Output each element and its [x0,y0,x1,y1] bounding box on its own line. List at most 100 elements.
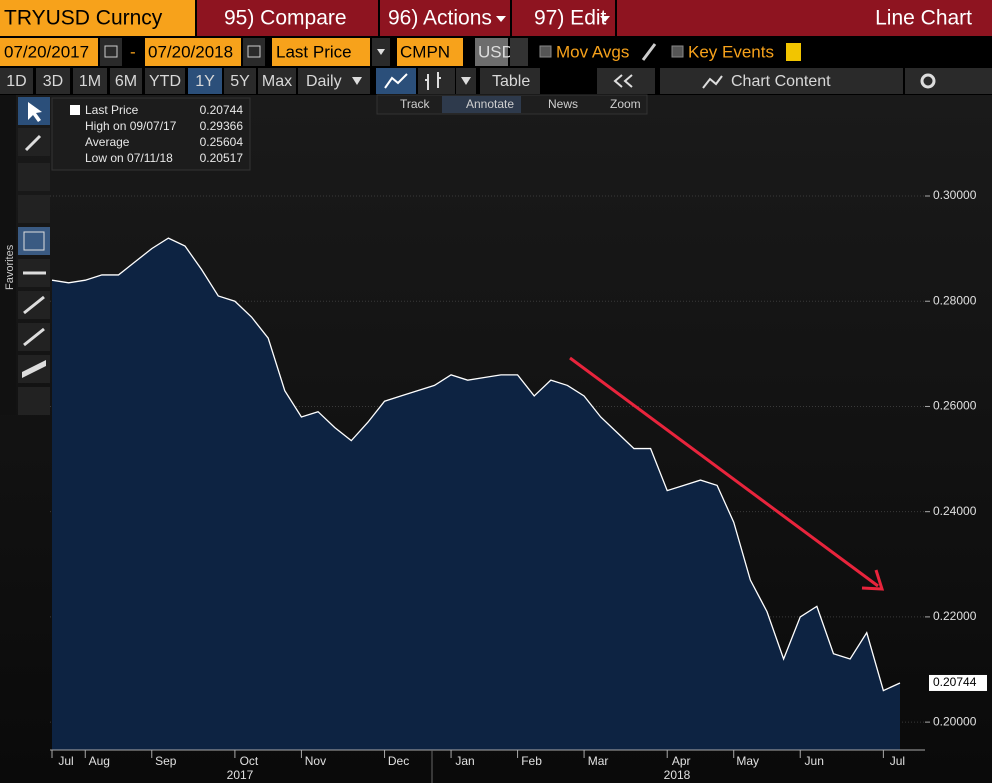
y-tick-label: 0.22000 [933,609,977,623]
x-year-label: 2018 [664,768,691,782]
period-button[interactable] [258,68,296,94]
period-button[interactable] [188,68,222,94]
x-tick-label: Jul [890,754,905,768]
date-separator: - [130,42,136,61]
price-line [51,237,901,692]
edit-button[interactable] [512,0,615,36]
actions-button[interactable] [380,0,510,36]
y-tick-label: 0.20000 [933,714,977,728]
currency-dropdown[interactable] [510,38,528,66]
annotation-tool[interactable]: Annotate [466,97,514,111]
annotate-active[interactable] [442,96,521,113]
start-date-box[interactable] [0,38,98,66]
dropdown-icon [461,77,471,85]
chart-content-button[interactable] [660,68,903,94]
bar-icon [425,72,441,90]
ticker[interactable]: TRYUSD Curncy [4,7,163,30]
period-button[interactable] [73,68,107,94]
percent-tool[interactable] [18,163,50,191]
mov-avgs[interactable]: Mov Avgs [556,42,629,61]
period-button[interactable] [0,68,33,94]
pencil-icon[interactable] [641,43,657,61]
end-date-box[interactable] [145,38,241,66]
y-tick-label: 0.30000 [933,188,977,202]
x-tick-label: Apr [672,754,691,768]
compare-button[interactable] [197,0,378,36]
legend-label: Average [85,135,130,149]
settings-button[interactable] [905,68,992,94]
calendar-icon[interactable] [100,38,122,66]
calendar-glyph [247,45,261,58]
gear-icon [920,73,936,89]
x-tick-label: Sep [155,754,177,768]
retracement-tool[interactable] [18,387,50,415]
text-tool[interactable] [18,227,50,255]
info-icon[interactable] [786,43,801,61]
period-label[interactable]: 6M [115,73,137,90]
source[interactable]: CMPN [400,42,450,61]
annotation-tool[interactable]: News [548,97,578,111]
period-label[interactable]: Max [262,73,292,90]
chart-content[interactable]: Chart Content [731,73,831,90]
collapse-icon [613,74,623,88]
last-price-box [929,674,987,691]
currency[interactable]: USD [478,42,514,61]
edit[interactable]: 97) Edit [534,7,607,30]
calendar-icon[interactable] [243,38,265,66]
legend-box [51,97,251,171]
period-bar: 1D 3D 1M 6M YTD 1Y 5Y Max [0,68,296,94]
sidebar [0,95,16,415]
trend-arrowhead [861,569,885,591]
annotation-tools: Track Annotate News Zoom [400,96,641,113]
dropdown-icon [600,16,610,22]
trendline-icon [23,295,45,315]
price-area [52,238,900,750]
collapse-icon [623,74,633,88]
period-label[interactable]: 3D [43,73,63,90]
table-button[interactable] [480,68,540,94]
x-tick-label: Mar [588,754,609,768]
compare[interactable]: 95) Compare [224,7,347,30]
legend-label: Low on 07/11/18 [85,151,173,165]
legend-value: 0.25604 [200,135,244,149]
period-button[interactable] [224,68,256,94]
period-button[interactable] [36,68,70,94]
actions[interactable]: 96) Actions [388,7,492,30]
x-year-label: 2017 [227,768,254,782]
favorites[interactable]: Favorites [4,244,16,290]
checkbox[interactable] [539,45,552,58]
x-tick-label: Nov [305,754,326,768]
annotation-tool[interactable]: Zoom [610,97,641,111]
checkbox[interactable] [671,45,684,58]
currency-box[interactable] [475,38,508,66]
source-box[interactable] [397,38,463,66]
x-tick-label: Dec [388,754,409,768]
view-bar [617,0,992,36]
table[interactable]: Table [492,73,530,90]
x-tick-label: Jun [805,754,824,768]
end-date[interactable]: 07/20/2018 [148,42,233,61]
y-tick-label: 0.28000 [933,293,977,307]
period-label[interactable]: 5Y [230,73,250,90]
field-box[interactable] [272,38,370,66]
period-label[interactable]: 1D [6,73,26,90]
period-button[interactable] [145,68,185,94]
dollar-tool[interactable] [18,195,50,223]
period-label[interactable]: 1Y [195,73,215,90]
field[interactable]: Last Price [276,42,352,61]
legend-value: 0.29366 [200,119,244,133]
start-date[interactable]: 07/20/2017 [4,42,89,61]
key-events[interactable]: Key Events [688,42,774,61]
ticker-box[interactable] [0,0,195,36]
period-button[interactable] [110,68,142,94]
ray-icon [23,327,45,347]
period-label[interactable]: YTD [149,73,181,90]
bar-chart-button[interactable] [418,68,455,94]
chart-content-icon [702,75,723,89]
period-label[interactable]: 1M [79,73,101,90]
x-tick-label: Oct [240,754,259,768]
frequency[interactable]: Daily [306,73,342,90]
annotation-tool[interactable]: Track [400,97,431,111]
legend-swatch [70,105,80,115]
